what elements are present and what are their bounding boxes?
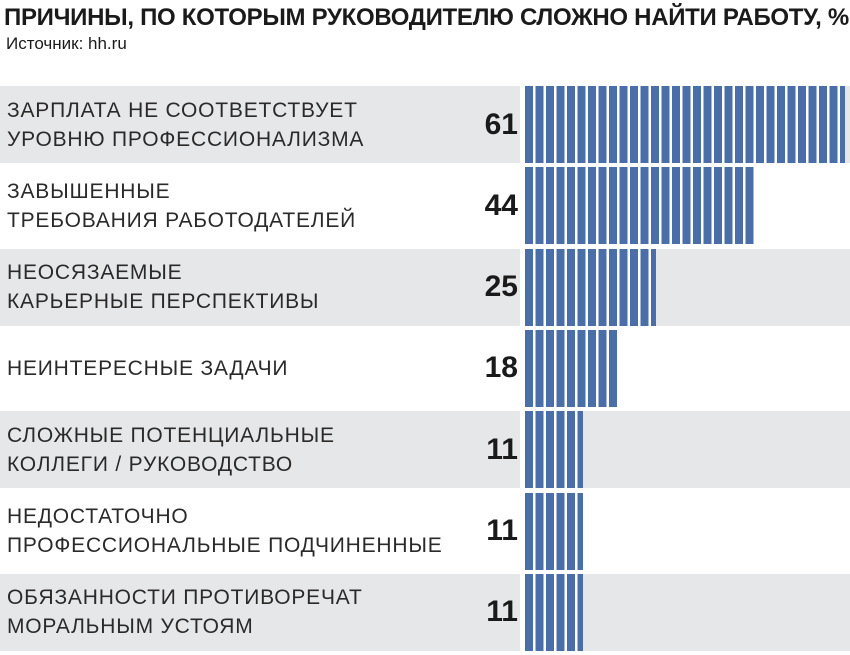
chart-row: НЕОСЯЗАЕМЫЕ КАРЬЕРНЫЕ ПЕРСПЕКТИВЫ 25 [0, 248, 850, 326]
value-label: 61 [484, 107, 518, 141]
bar [525, 411, 583, 489]
chart-row: ЗАРПЛАТА НЕ СООТВЕТСТВУЕТ УРОВНЮ ПРОФЕСС… [0, 86, 850, 163]
value-label: 11 [486, 432, 518, 466]
bar [525, 329, 620, 407]
category-label: ЗАРПЛАТА НЕ СООТВЕТСТВУЕТ УРОВНЮ ПРОФЕСС… [7, 98, 365, 151]
bar [525, 248, 657, 326]
category-label: НЕИНТЕРЕСНЫЕ ЗАДАЧИ [7, 356, 289, 380]
bar [525, 167, 756, 245]
bar [525, 573, 583, 651]
chart-row: НЕДОСТАТОЧНО ПРОФЕССИОНАЛЬНЫЕ ПОДЧИНЕННЫ… [0, 492, 850, 570]
chart-row: ОБЯЗАННОСТИ ПРОТИВОРЕЧАТ МОРАЛЬНЫМ УСТОЯ… [0, 573, 850, 651]
value-label: 11 [486, 514, 518, 547]
category-label: ОБЯЗАННОСТИ ПРОТИВОРЕЧАТ МОРАЛЬНЫМ УСТОЯ… [7, 586, 363, 639]
value-label: 25 [484, 270, 518, 304]
chart-title: ПРИЧИНЫ, ПО КОТОРЫМ РУКОВОДИТЕЛЮ СЛОЖНО … [4, 4, 849, 31]
category-label: НЕДОСТАТОЧНО ПРОФЕССИОНАЛЬНЫЕ ПОДЧИНЕННЫ… [7, 505, 443, 557]
bar-chart: ЗАРПЛАТА НЕ СООТВЕТСТВУЕТ УРОВНЮ ПРОФЕСС… [0, 86, 850, 655]
bar [525, 492, 583, 570]
row-background [0, 248, 520, 326]
category-label: СЛОЖНЫЕ ПОТЕНЦИАЛЬНЫЕ КОЛЛЕГИ / РУКОВОДС… [7, 423, 335, 476]
chart-row: ЗАВЫШЕННЫЕ ТРЕБОВАНИЯ РАБОТОДАТЕЛЕЙ 44 [0, 167, 850, 245]
category-label: НЕОСЯЗАЕМЫЕ КАРЬЕРНЫЕ ПЕРСПЕКТИВЫ [7, 261, 320, 314]
chart-source: Источник: hh.ru [6, 34, 127, 53]
value-label: 44 [484, 188, 518, 222]
value-label: 18 [484, 351, 518, 385]
chart-row: НЕИНТЕРЕСНЫЕ ЗАДАЧИ 18 [0, 329, 850, 407]
row-background [0, 411, 520, 489]
bar [525, 86, 845, 163]
chart-row: СЛОЖНЫЕ ПОТЕНЦИАЛЬНЫЕ КОЛЛЕГИ / РУКОВОДС… [0, 411, 850, 489]
row-background [0, 86, 520, 163]
value-label: 11 [486, 595, 518, 629]
category-label: ЗАВЫШЕННЫЕ ТРЕБОВАНИЯ РАБОТОДАТЕЛЕЙ [7, 179, 357, 232]
row-background [0, 573, 520, 651]
